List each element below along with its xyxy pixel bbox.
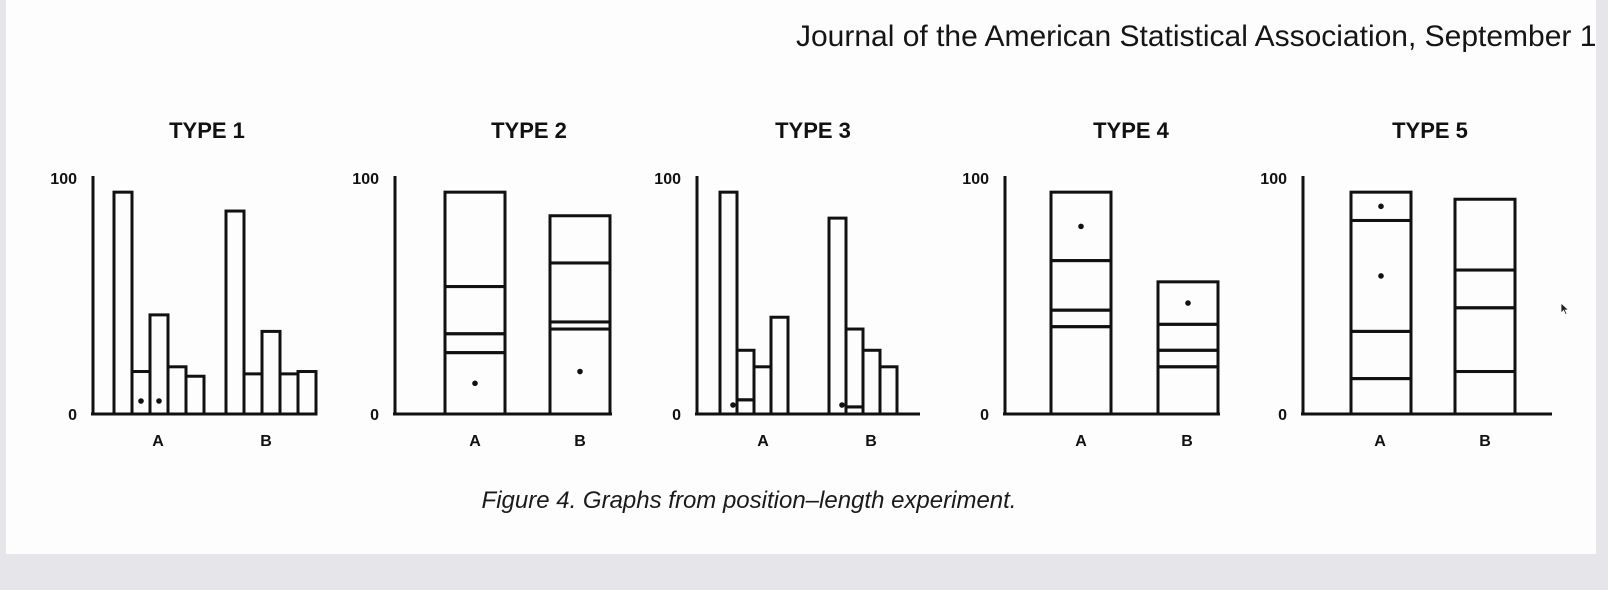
- marker-dot: [1378, 203, 1384, 210]
- marker-dot: [730, 402, 736, 408]
- bar-segment: [1049, 308, 1113, 329]
- chart-title: TYPE 1: [169, 118, 245, 143]
- bar: [130, 370, 152, 416]
- bar-segment: [1049, 190, 1113, 263]
- mouse-cursor-icon: [1560, 302, 1570, 316]
- marker-dot: [1078, 223, 1084, 230]
- marker-dot: [839, 402, 845, 408]
- chart-title: TYPE 2: [491, 118, 567, 143]
- scanned-page: [6, 0, 1596, 554]
- bar: [184, 374, 206, 416]
- marker-dot: [138, 398, 144, 404]
- bar-segment: [1453, 197, 1517, 272]
- y-tick-label: 100: [50, 171, 77, 188]
- bar-segment: [769, 315, 790, 416]
- bar-segment: [752, 365, 773, 416]
- bar: [166, 365, 188, 416]
- bar: [260, 329, 282, 416]
- bar-segment: [443, 190, 507, 289]
- bar-segment: [1453, 370, 1517, 416]
- bar-segment: [861, 348, 882, 416]
- marker-dot: [472, 380, 478, 387]
- bar-segment: [1156, 280, 1220, 326]
- x-category-label: B: [1181, 433, 1193, 450]
- bar-segment: [1156, 348, 1220, 369]
- y-tick-label: 0: [1278, 407, 1287, 424]
- x-category-label: B: [260, 433, 272, 450]
- bar-segment: [844, 327, 865, 409]
- bar-segment: [548, 261, 612, 324]
- bar-segment: [735, 398, 756, 416]
- y-tick-label: 100: [654, 171, 681, 188]
- bar-segment: [1156, 365, 1220, 416]
- x-category-label: B: [574, 433, 586, 450]
- x-category-label: B: [865, 433, 877, 450]
- x-category-label: A: [469, 433, 481, 450]
- bar: [224, 209, 246, 416]
- bar-segment: [443, 332, 507, 355]
- bar: [296, 370, 318, 416]
- y-tick-label: 100: [1260, 171, 1287, 188]
- x-category-label: B: [1479, 433, 1491, 450]
- bar-segment: [548, 214, 612, 265]
- figure-caption: Figure 4. Graphs from position–length ex…: [481, 487, 1017, 514]
- y-tick-label: 0: [672, 407, 681, 424]
- bar-segment: [1049, 259, 1113, 312]
- bar: [242, 372, 264, 416]
- chart-title: TYPE 5: [1392, 118, 1468, 143]
- bar-segment: [1349, 329, 1413, 381]
- marker-dot: [156, 398, 162, 404]
- bar-segment: [827, 216, 848, 416]
- x-category-label: A: [1374, 433, 1386, 450]
- journal-header: Journal of the American Statistical Asso…: [796, 22, 1596, 53]
- bar-segment: [1453, 306, 1517, 374]
- chart-title: TYPE 4: [1093, 118, 1170, 143]
- y-tick-label: 0: [370, 407, 379, 424]
- x-category-label: A: [757, 433, 769, 450]
- bar: [278, 372, 300, 416]
- bar-segment: [1349, 190, 1413, 222]
- bar-segment: [1349, 377, 1413, 416]
- bar-segment: [443, 285, 507, 336]
- marker-dot: [577, 368, 583, 375]
- bar-segment: [878, 365, 899, 416]
- marker-dot: [1185, 300, 1191, 306]
- bar-segment: [1156, 322, 1220, 352]
- y-tick-label: 0: [68, 407, 77, 424]
- chart-title: TYPE 3: [775, 118, 851, 143]
- bar-segment: [718, 190, 739, 416]
- bar-segment: [735, 348, 756, 402]
- bar: [112, 190, 134, 416]
- y-tick-label: 0: [980, 407, 989, 424]
- bar-segment: [1453, 268, 1517, 310]
- bar-segment: [1049, 325, 1113, 416]
- x-category-label: A: [152, 433, 164, 450]
- bar: [148, 313, 170, 416]
- y-tick-label: 100: [352, 171, 379, 188]
- x-category-label: A: [1075, 433, 1087, 450]
- y-tick-label: 100: [962, 171, 989, 188]
- marker-dot: [1378, 273, 1384, 279]
